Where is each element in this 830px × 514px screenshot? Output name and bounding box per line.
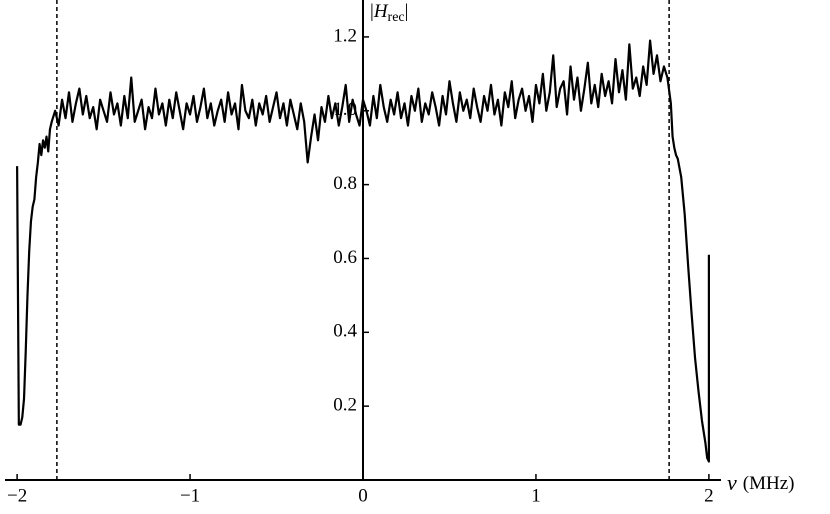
- y-tick-label: 0.8: [333, 173, 357, 194]
- x-tick-label: 1: [531, 485, 541, 506]
- x-label-symbol: ν: [727, 470, 737, 495]
- y-label-bar: |: [405, 1, 409, 22]
- x-tick-label: −2: [7, 485, 27, 506]
- x-axis-label: ν (MHz): [727, 470, 794, 495]
- data-line: [16, 39, 710, 463]
- x-label-unit: (MHz): [743, 473, 795, 494]
- y-label-subscript: rec: [388, 10, 405, 25]
- y-axis-label: |Hrec|: [370, 1, 408, 25]
- y-tick-label: 1.2: [333, 25, 357, 46]
- x-tick-label: 2: [704, 485, 714, 506]
- y-label-symbol: H: [373, 1, 389, 22]
- y-tick-label: 0.2: [333, 395, 357, 416]
- y-tick-label: 0.4: [333, 321, 357, 342]
- x-tick-label: −1: [180, 485, 200, 506]
- y-tick-label: 0.6: [333, 247, 357, 268]
- y-label-bar: |: [370, 1, 374, 22]
- x-tick-label: 0: [358, 485, 368, 506]
